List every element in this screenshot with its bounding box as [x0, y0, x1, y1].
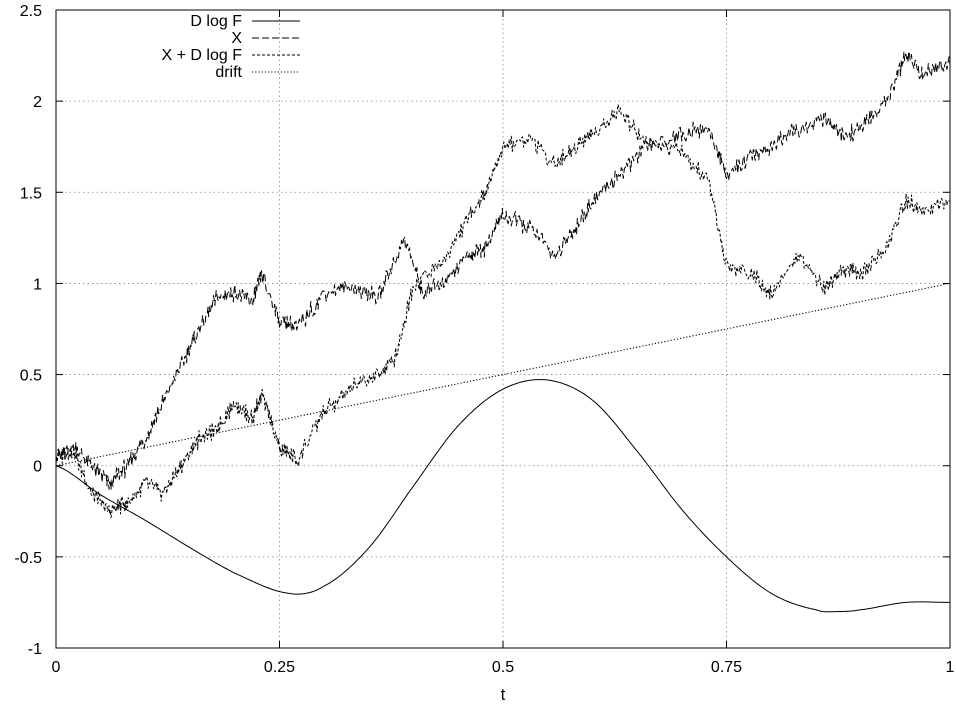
- axis-ticks: 0 0.25 0.5 0.75 1 -1 -0.5 0 0.5 1 1.5 2 2.5: [14, 3, 954, 676]
- y-tick-label: -0.5: [14, 550, 42, 567]
- plot-series: [55, 51, 951, 613]
- x-tick-label: 1: [946, 659, 955, 676]
- grid: [56, 10, 950, 648]
- x-tick-label: 0.75: [711, 659, 742, 676]
- y-tick-label: -1: [28, 641, 42, 658]
- y-tick-label: 0.5: [20, 368, 42, 385]
- legend-label: X: [231, 30, 242, 47]
- x-tick-label: 0: [52, 659, 61, 676]
- x-tick-label: 0.5: [492, 659, 514, 676]
- y-tick-label: 0: [33, 459, 42, 476]
- legend-label: X + D log F: [162, 47, 243, 64]
- y-tick-label: 1.5: [20, 185, 42, 202]
- series-line-x: [55, 51, 951, 490]
- y-tick-label: 2: [33, 94, 42, 111]
- x-axis-label: t: [501, 685, 506, 704]
- series-line-d-log-f: [55, 379, 950, 613]
- legend-label: drift: [215, 64, 242, 81]
- y-tick-label: 2.5: [20, 3, 42, 20]
- series-line-x-d-log-f: [55, 104, 951, 518]
- legend-label: D log F: [190, 13, 242, 30]
- y-tick-label: 1: [33, 276, 42, 293]
- x-tick-label: 0.25: [264, 659, 295, 676]
